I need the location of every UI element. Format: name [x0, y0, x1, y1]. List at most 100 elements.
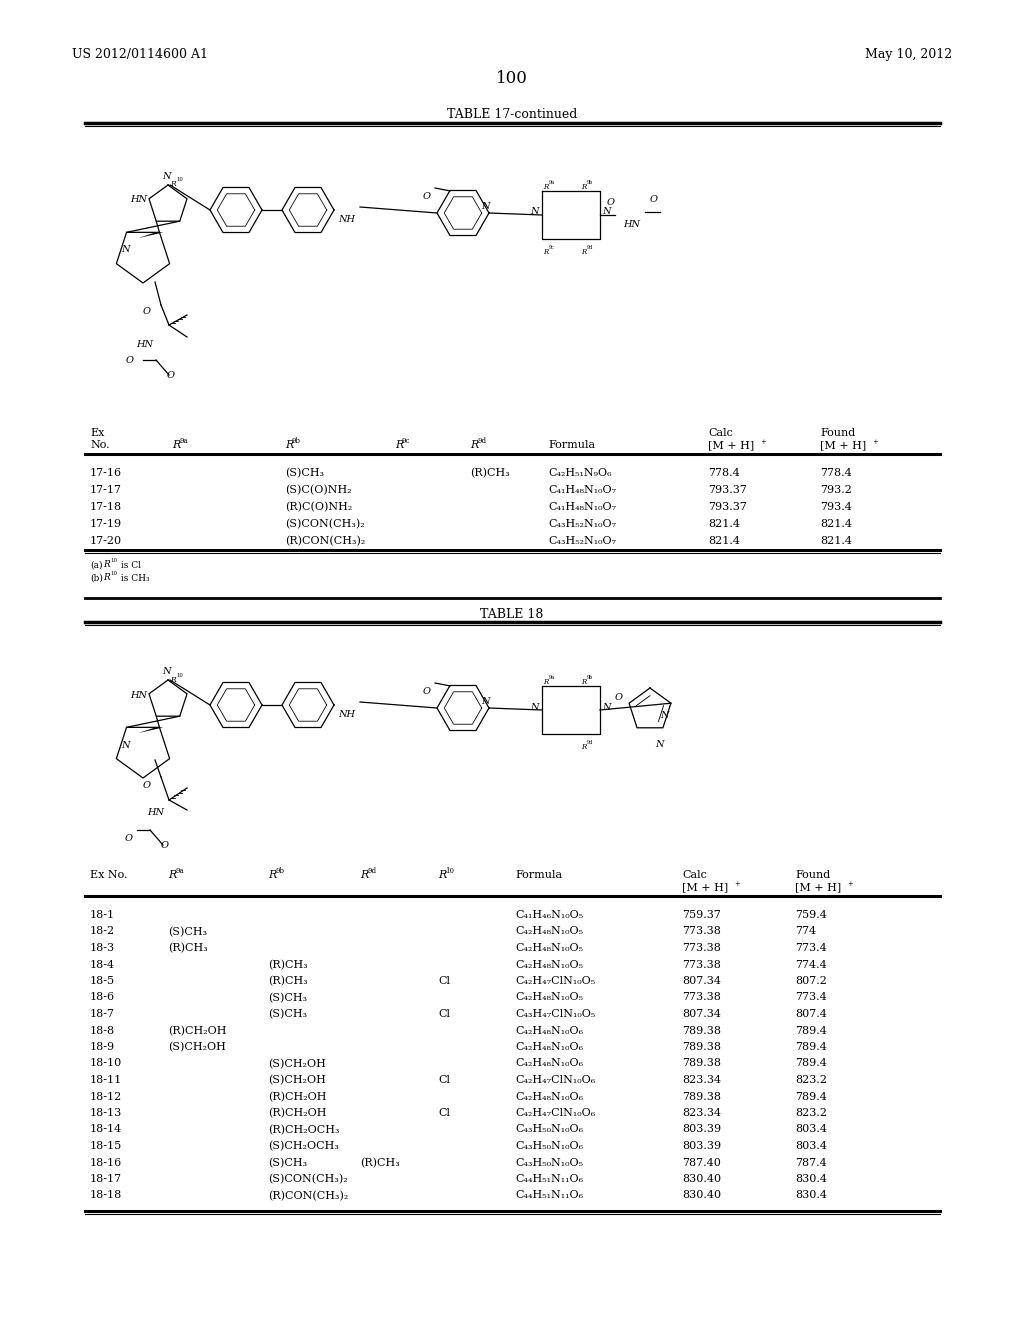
- Text: Cl: Cl: [438, 1008, 450, 1019]
- Text: 18-10: 18-10: [90, 1059, 122, 1068]
- Text: 830.40: 830.40: [682, 1173, 721, 1184]
- Text: 9c: 9c: [402, 437, 411, 445]
- Text: (S)CH₃: (S)CH₃: [268, 1158, 307, 1168]
- Text: O: O: [161, 841, 169, 850]
- Text: 793.37: 793.37: [708, 484, 746, 495]
- Text: 9a: 9a: [175, 867, 183, 875]
- Text: US 2012/0114600 A1: US 2012/0114600 A1: [72, 48, 208, 61]
- Text: 759.4: 759.4: [795, 909, 826, 920]
- Text: (S)CH₃: (S)CH₃: [168, 927, 207, 937]
- Text: (b): (b): [90, 574, 102, 583]
- Text: 807.34: 807.34: [682, 1008, 721, 1019]
- Text: Calc: Calc: [708, 428, 733, 438]
- Text: (R)CH₂OCH₃: (R)CH₂OCH₃: [268, 1125, 340, 1135]
- Text: 17-18: 17-18: [90, 502, 122, 512]
- Text: 9a: 9a: [549, 675, 555, 680]
- Text: 18-1: 18-1: [90, 909, 115, 920]
- Text: [M + H]: [M + H]: [708, 440, 755, 450]
- Text: C₄₃H₅₀N₁₀O₆: C₄₃H₅₀N₁₀O₆: [515, 1125, 583, 1134]
- Text: O: O: [615, 693, 623, 702]
- Text: 789.38: 789.38: [682, 1041, 721, 1052]
- Text: 793.4: 793.4: [820, 502, 852, 512]
- Text: No.: No.: [90, 440, 110, 450]
- Text: C₄₃H₅₂N₁₀O₇: C₄₃H₅₂N₁₀O₇: [548, 519, 616, 529]
- Text: Formula: Formula: [548, 440, 595, 450]
- Text: 774: 774: [795, 927, 816, 936]
- Text: 789.4: 789.4: [795, 1092, 826, 1101]
- Text: R: R: [581, 183, 587, 191]
- Text: (S)CH₂OCH₃: (S)CH₂OCH₃: [268, 1140, 339, 1151]
- Text: 10: 10: [445, 867, 454, 875]
- Text: (S)CH₂OH: (S)CH₂OH: [168, 1041, 226, 1052]
- Text: 18-18: 18-18: [90, 1191, 122, 1200]
- Text: 9a: 9a: [179, 437, 187, 445]
- Text: 18-12: 18-12: [90, 1092, 122, 1101]
- Text: 789.4: 789.4: [795, 1026, 826, 1035]
- Text: R: R: [103, 560, 110, 569]
- Text: (R)CH₂OH: (R)CH₂OH: [268, 1092, 327, 1102]
- Text: O: O: [607, 198, 615, 207]
- Text: Cl: Cl: [438, 1107, 450, 1118]
- Text: 787.4: 787.4: [795, 1158, 826, 1167]
- Text: 100: 100: [496, 70, 528, 87]
- Text: 773.4: 773.4: [795, 942, 826, 953]
- Text: C₄₂H₄₈N₁₀O₆: C₄₂H₄₈N₁₀O₆: [515, 1092, 583, 1101]
- Text: 18-9: 18-9: [90, 1041, 115, 1052]
- Text: 821.4: 821.4: [708, 536, 740, 546]
- Text: 18-11: 18-11: [90, 1074, 122, 1085]
- Text: N: N: [530, 702, 539, 711]
- Text: N: N: [530, 207, 539, 216]
- Text: NH: NH: [338, 710, 355, 719]
- Text: O: O: [126, 356, 134, 366]
- Text: 821.4: 821.4: [820, 536, 852, 546]
- Text: R: R: [543, 248, 548, 256]
- Text: 807.34: 807.34: [682, 975, 721, 986]
- Text: 9b: 9b: [587, 675, 593, 680]
- Text: (S)CH₃: (S)CH₃: [268, 1008, 307, 1019]
- Text: N: N: [660, 710, 669, 719]
- Text: 787.40: 787.40: [682, 1158, 721, 1167]
- Text: 18-14: 18-14: [90, 1125, 122, 1134]
- Text: 18-7: 18-7: [90, 1008, 115, 1019]
- Text: 9d: 9d: [477, 437, 486, 445]
- Text: (R)CH₃: (R)CH₃: [168, 942, 208, 953]
- Text: 823.2: 823.2: [795, 1074, 827, 1085]
- Text: +: +: [872, 438, 878, 446]
- Text: C₄₂H₄₇ClN₁₀O₆: C₄₂H₄₇ClN₁₀O₆: [515, 1107, 595, 1118]
- Text: R: R: [395, 440, 403, 450]
- Text: Ex No.: Ex No.: [90, 870, 128, 880]
- Text: C₄₁H₄₈N₁₀O₇: C₄₁H₄₈N₁₀O₇: [548, 484, 616, 495]
- Text: C₄₄H₅₁N₁₁O₆: C₄₄H₅₁N₁₁O₆: [515, 1191, 583, 1200]
- Text: 9d: 9d: [587, 246, 593, 249]
- Text: Found: Found: [820, 428, 855, 438]
- Text: 18-2: 18-2: [90, 927, 115, 936]
- Text: 789.38: 789.38: [682, 1026, 721, 1035]
- Text: 778.4: 778.4: [820, 469, 852, 478]
- Text: (S)C(O)NH₂: (S)C(O)NH₂: [285, 484, 351, 495]
- Text: 803.4: 803.4: [795, 1125, 827, 1134]
- Text: R: R: [581, 743, 587, 751]
- Text: (S)CH₂OH: (S)CH₂OH: [268, 1074, 326, 1085]
- Text: N: N: [162, 667, 170, 676]
- Text: TABLE 17-continued: TABLE 17-continued: [446, 108, 578, 121]
- Text: NH: NH: [338, 215, 355, 224]
- Text: [M + H]: [M + H]: [820, 440, 866, 450]
- Text: 9b: 9b: [292, 437, 301, 445]
- Text: O: O: [167, 371, 175, 380]
- Text: is CH₃: is CH₃: [118, 574, 150, 583]
- Text: (R)CH₃: (R)CH₃: [268, 975, 308, 986]
- Text: 821.4: 821.4: [820, 519, 852, 529]
- Text: 18-15: 18-15: [90, 1140, 122, 1151]
- Text: +: +: [847, 880, 853, 888]
- Text: 830.40: 830.40: [682, 1191, 721, 1200]
- Text: 789.4: 789.4: [795, 1041, 826, 1052]
- Text: 10: 10: [176, 673, 182, 678]
- Text: HN: HN: [147, 808, 164, 817]
- Text: O: O: [125, 834, 133, 843]
- Text: R: R: [470, 440, 478, 450]
- Text: May 10, 2012: May 10, 2012: [865, 48, 952, 61]
- Text: 807.4: 807.4: [795, 1008, 826, 1019]
- Text: TABLE 18: TABLE 18: [480, 609, 544, 620]
- Text: C₄₄H₅₁N₁₁O₆: C₄₄H₅₁N₁₁O₆: [515, 1173, 583, 1184]
- Text: 759.37: 759.37: [682, 909, 721, 920]
